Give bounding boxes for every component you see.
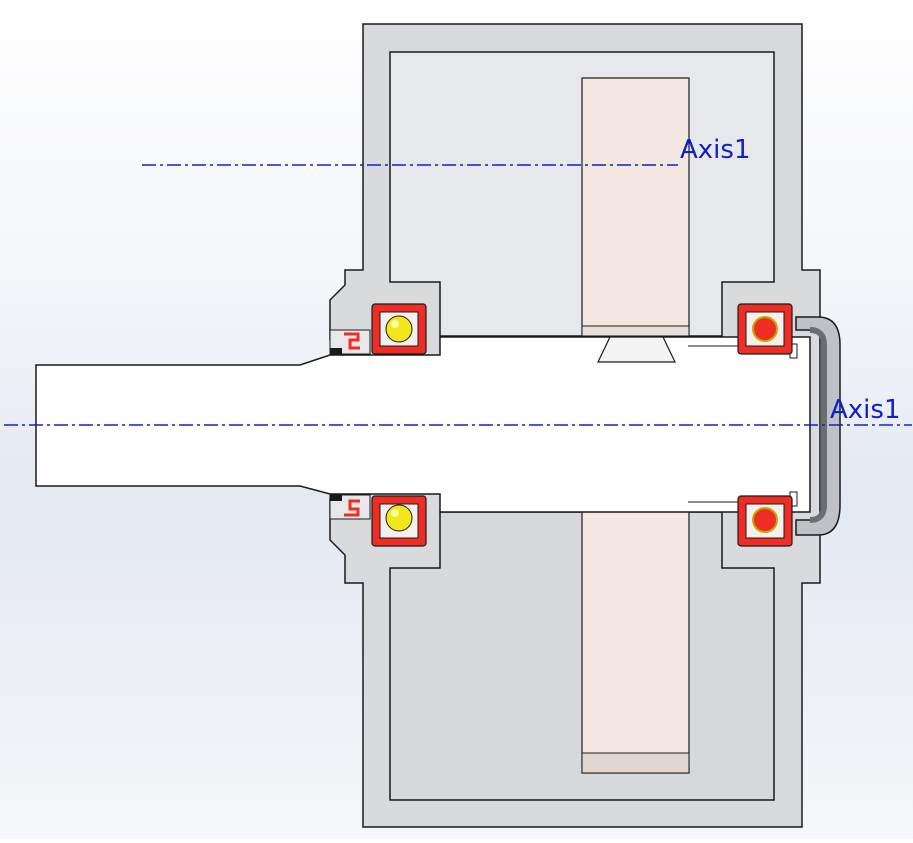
shaft-key bbox=[597, 336, 676, 363]
bearing-left-lower[interactable] bbox=[371, 495, 427, 547]
left-seal[interactable] bbox=[329, 329, 371, 520]
bearing-ball bbox=[752, 507, 778, 533]
bearing-right-upper[interactable] bbox=[737, 303, 793, 355]
gear-lower-section bbox=[581, 504, 690, 774]
axis-upper-label: Axis1 bbox=[680, 135, 750, 165]
bearing-ball bbox=[385, 315, 413, 343]
bearing-left-upper[interactable] bbox=[371, 303, 427, 355]
gear-upper-bore bbox=[581, 325, 690, 337]
gear[interactable] bbox=[581, 77, 690, 774]
axis-center[interactable]: Axis1 bbox=[4, 395, 912, 426]
bearing-right-lower[interactable] bbox=[737, 495, 793, 547]
axis-upper[interactable]: Axis1 bbox=[142, 135, 750, 166]
axis-center-label: Axis1 bbox=[830, 395, 900, 425]
gear-upper-section bbox=[581, 77, 690, 337]
gear-lower-rim bbox=[581, 752, 690, 774]
bearing-ball bbox=[385, 504, 413, 532]
bearing-ball bbox=[752, 316, 778, 342]
